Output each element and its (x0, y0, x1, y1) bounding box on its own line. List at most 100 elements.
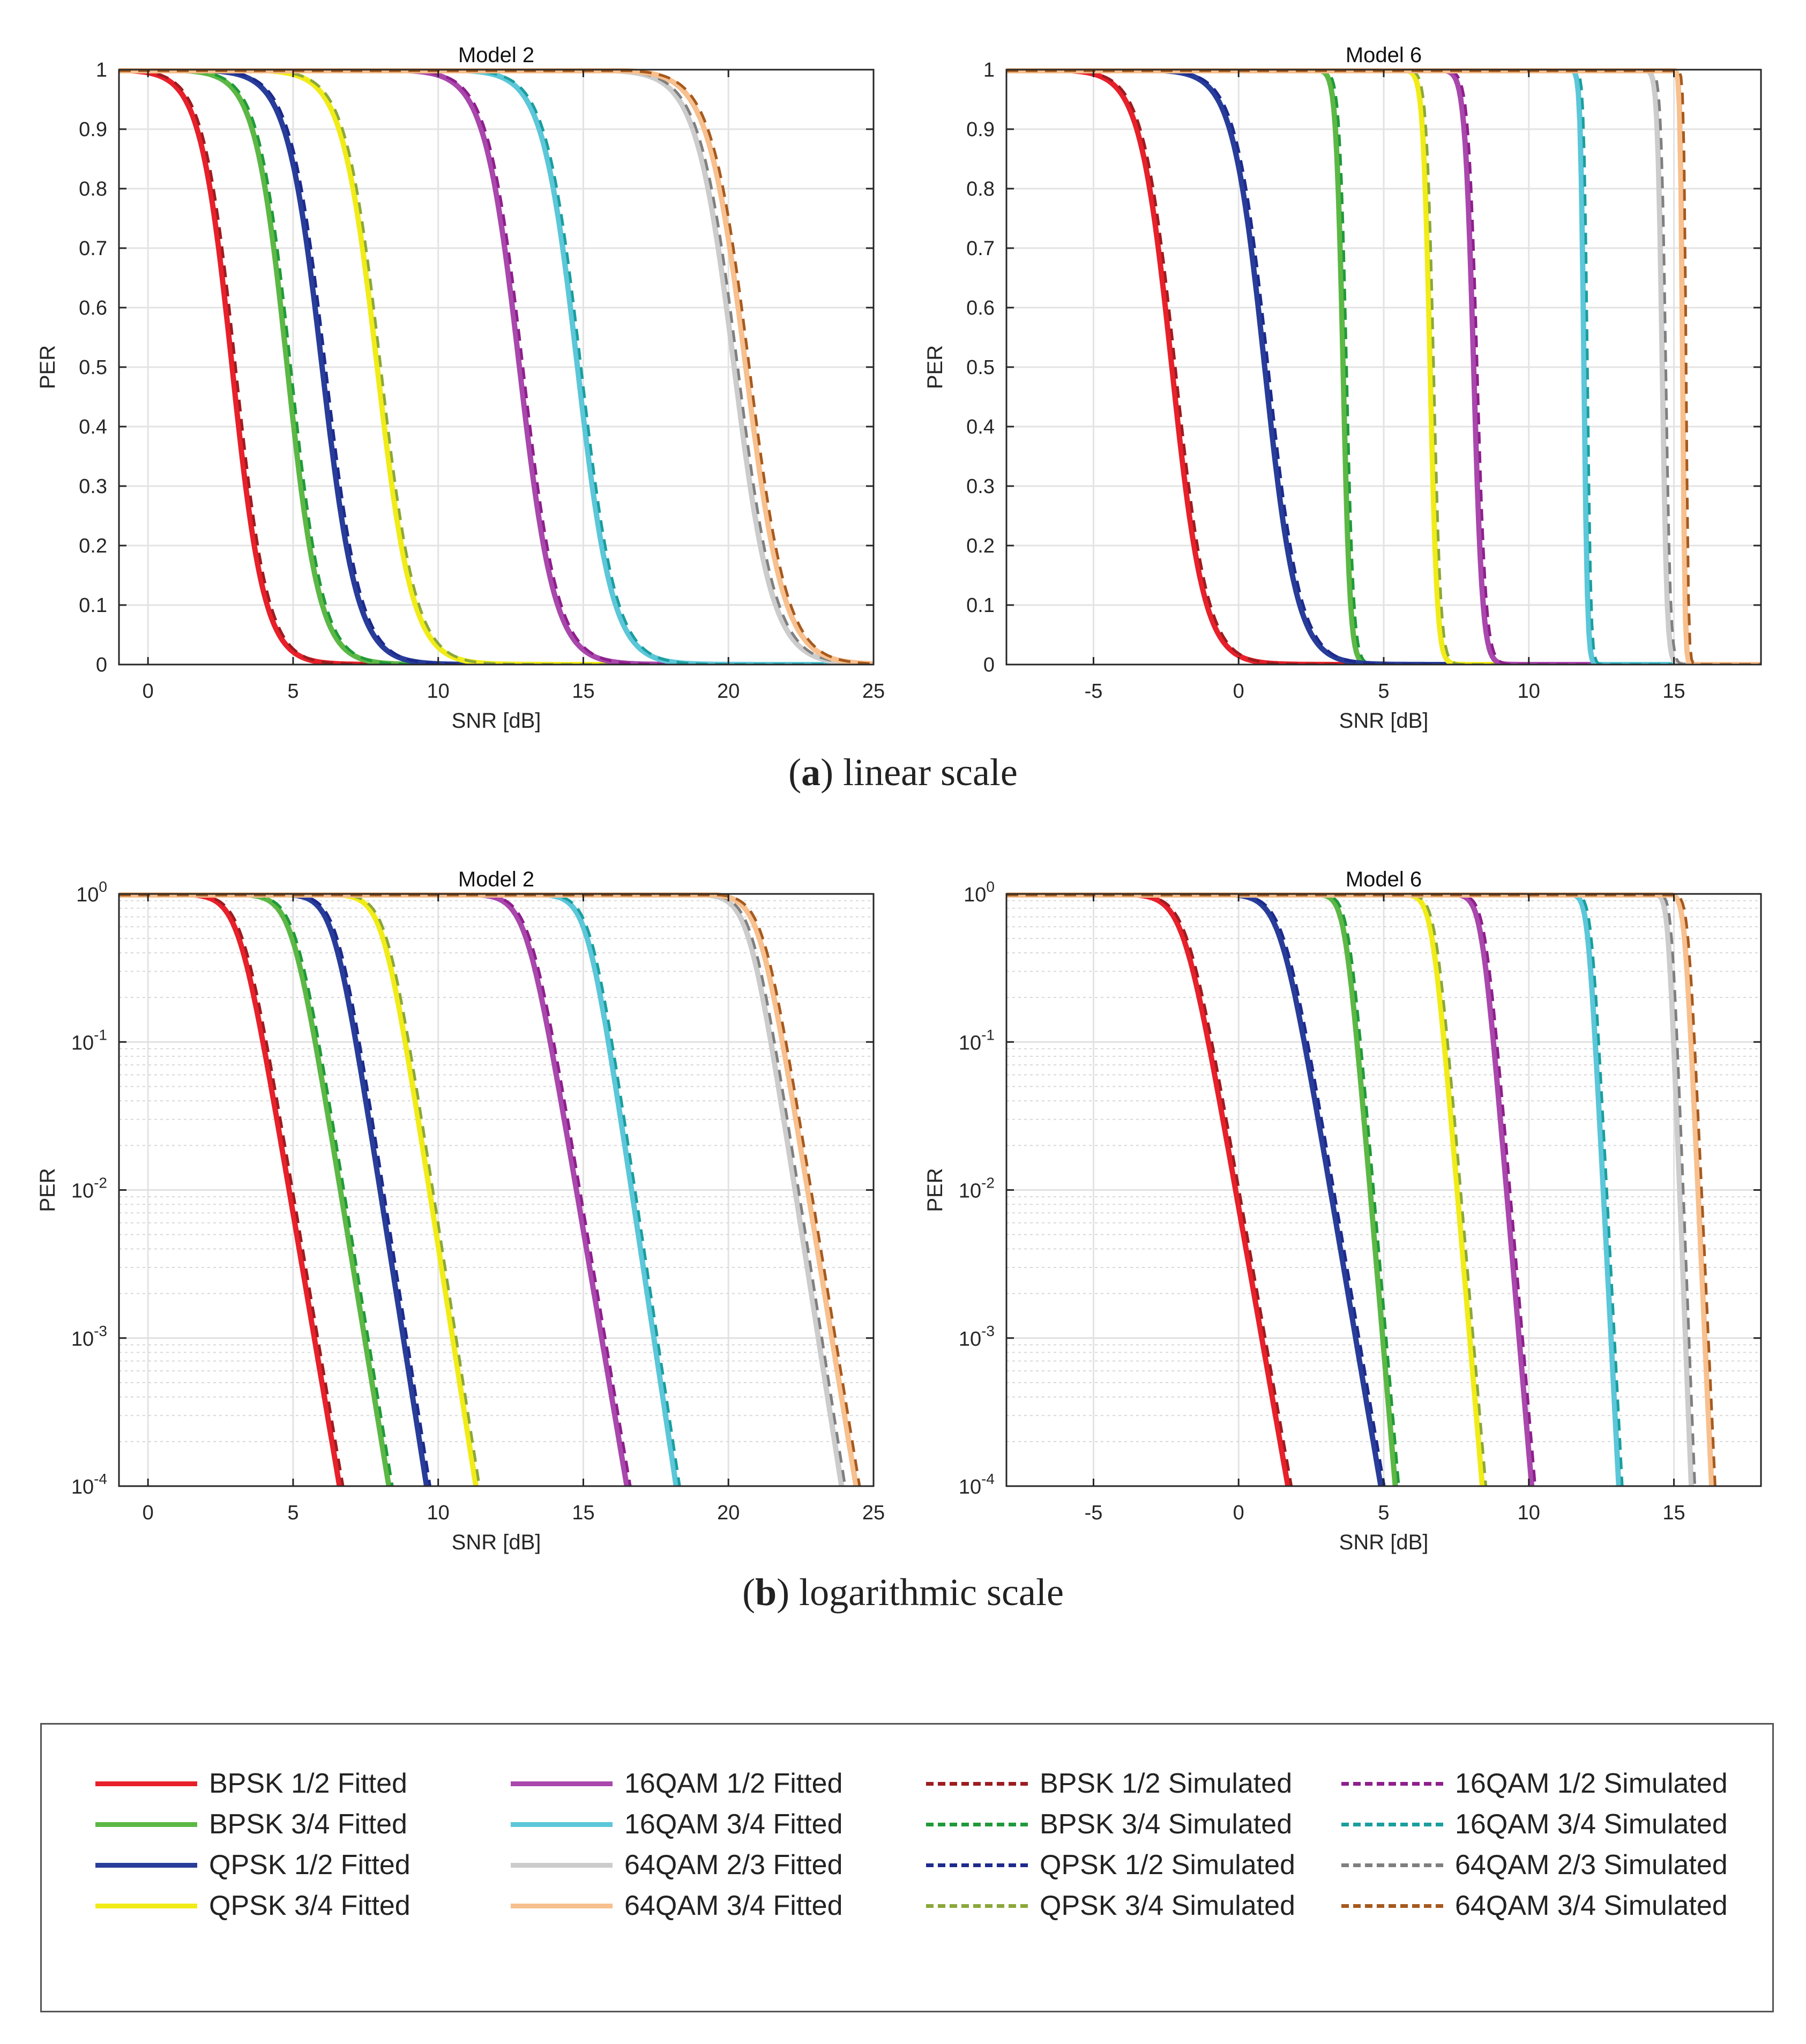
y-tick-label: 0.2 (79, 535, 107, 557)
y-tick-label: 10-2 (959, 1175, 995, 1203)
legend-label: 64QAM 2/3 Simulated (1455, 1849, 1728, 1881)
legend-swatch (1341, 1904, 1443, 1908)
y-tick-label: 0.2 (966, 535, 995, 557)
series-bpsk-1-2-fitted (119, 68, 874, 665)
y-tick-label: 10-3 (959, 1323, 995, 1351)
series-qpsk-1-2-simulated (119, 69, 874, 665)
y-tick-label: 10-3 (71, 1323, 107, 1351)
caption-a: (a) linear scale (788, 751, 1018, 794)
y-tick-label: 0.3 (79, 475, 107, 498)
y-tick-label: 10-2 (71, 1175, 107, 1203)
legend-item-64qam-3-4-fitted: 64QAM 3/4 Fitted (511, 1890, 843, 1922)
chart-4: -5 0 5 10 15 10-4 10-3 10-2 10-1 100 Model 6 SNR [d… (923, 868, 1762, 1554)
chart-title: Model 6 (1346, 43, 1422, 67)
x-tick-label: 5 (287, 1502, 298, 1524)
y-tick-label: 100 (964, 878, 995, 906)
legend-item-64qam-2-3-fitted: 64QAM 2/3 Fitted (511, 1849, 843, 1881)
legend-label: 16QAM 1/2 Simulated (1455, 1768, 1728, 1799)
x-tick-label: 25 (862, 1502, 885, 1524)
legend-label: 64QAM 3/4 Simulated (1455, 1890, 1728, 1921)
legend-item-bpsk-1-2-simulated: BPSK 1/2 Simulated (926, 1767, 1292, 1800)
legend-label: 16QAM 1/2 Fitted (624, 1768, 843, 1799)
legend-label: QPSK 1/2 Fitted (209, 1849, 411, 1881)
legend-swatch (95, 1781, 197, 1786)
x-tick-label: 15 (1662, 680, 1685, 703)
legend-swatch (1341, 1781, 1443, 1786)
legend-item-64qam-2-3-simulated: 64QAM 2/3 Simulated (1341, 1849, 1728, 1881)
y-axis-label: PER (923, 1168, 947, 1212)
legend-label: 64QAM 2/3 Fitted (624, 1849, 843, 1881)
curves (119, 892, 861, 1486)
chart-title: Model 2 (458, 868, 534, 891)
y-tick-label: 0 (983, 654, 995, 676)
x-tick-label: 0 (1233, 680, 1244, 703)
y-tick-label: 1 (96, 59, 107, 81)
legend-swatch (1341, 1822, 1443, 1826)
legend-item-64qam-3-4-simulated: 64QAM 3/4 Simulated (1341, 1890, 1728, 1922)
legend-item-bpsk-1-2-fitted: BPSK 1/2 Fitted (95, 1767, 407, 1800)
y-tick-label: 0.1 (966, 594, 995, 617)
y-tick-label: 0.8 (966, 178, 995, 200)
x-tick-label: 0 (143, 1502, 154, 1524)
y-axis-label: PER (36, 345, 59, 389)
x-tick-label: 20 (717, 1502, 740, 1524)
legend-swatch (1341, 1863, 1443, 1867)
x-tick-label: 15 (1662, 1502, 1685, 1524)
legend-label: BPSK 3/4 Simulated (1040, 1809, 1293, 1840)
legend-swatch (95, 1862, 197, 1868)
y-tick-label: 0.1 (79, 594, 107, 617)
x-tick-label: -5 (1085, 680, 1103, 703)
series-bpsk-3-4-simulated (119, 69, 874, 665)
legend-swatch (95, 1903, 197, 1908)
series-bpsk-1-2-fitted (119, 892, 342, 1486)
caption-b-letter: b (755, 1571, 777, 1614)
x-tick-label: 15 (572, 680, 594, 703)
legend-item-bpsk-3-4-simulated: BPSK 3/4 Simulated (926, 1808, 1292, 1840)
legend-item-qpsk-1-2-fitted: QPSK 1/2 Fitted (95, 1849, 411, 1881)
legend-label: BPSK 1/2 Fitted (209, 1768, 407, 1799)
y-tick-label: 100 (76, 878, 107, 906)
x-axis-label: SNR [dB] (452, 709, 541, 733)
y-tick-label: 0.8 (79, 178, 107, 200)
legend-label: BPSK 3/4 Fitted (209, 1809, 407, 1840)
series-bpsk-1-2-simulated (119, 69, 874, 665)
legend-item-qpsk-1-2-simulated: QPSK 1/2 Simulated (926, 1849, 1295, 1881)
legend-swatch (511, 1903, 613, 1908)
chart-title: Model 2 (458, 43, 534, 67)
x-tick-label: 10 (427, 1502, 450, 1524)
y-axis-label: PER (36, 1168, 59, 1212)
caption-a-letter: a (801, 751, 821, 794)
x-tick-label: 10 (1518, 680, 1540, 703)
legend-item-16qam-3-4-fitted: 16QAM 3/4 Fitted (511, 1808, 843, 1840)
chart-3: 0 5 10 15 20 25 10-4 10-3 10-2 10-1 100 Model 2 SNR … (36, 868, 885, 1554)
legend-swatch (926, 1822, 1028, 1826)
y-tick-label: 0.6 (966, 297, 995, 319)
legend-item-16qam-1-2-simulated: 16QAM 1/2 Simulated (1341, 1767, 1728, 1800)
y-tick-label: 0.9 (966, 118, 995, 141)
y-axis-label: PER (923, 345, 947, 389)
legend-label: QPSK 3/4 Simulated (1040, 1890, 1295, 1921)
y-tick-label: 0 (96, 654, 107, 676)
x-tick-label: 0 (143, 680, 154, 703)
x-tick-label: 10 (1518, 1502, 1540, 1524)
legend-swatch (95, 1822, 197, 1827)
y-tick-label: 10-1 (71, 1026, 107, 1054)
x-axis-label: SNR [dB] (1339, 1531, 1429, 1554)
y-tick-label: 0.9 (79, 118, 107, 141)
series-64qam-3-4-simulated (119, 893, 861, 1486)
legend: BPSK 1/2 Fitted BPSK 3/4 Fitted QPSK 1/2 F… (40, 1723, 1774, 2012)
legend-item-16qam-1-2-fitted: 16QAM 1/2 Fitted (511, 1767, 843, 1800)
x-tick-label: 25 (862, 680, 885, 703)
legend-label: 16QAM 3/4 Simulated (1455, 1809, 1728, 1840)
chart-2: -5 0 5 10 15 0 0.1 0.2 0.3 0.4 0.5 0.6 0.7 0.8 0.9 1 Mod… (923, 43, 1762, 733)
y-tick-label: 0.4 (79, 416, 107, 438)
legend-item-qpsk-3-4-fitted: QPSK 3/4 Fitted (95, 1890, 411, 1922)
x-tick-label: 10 (427, 680, 450, 703)
legend-item-16qam-3-4-simulated: 16QAM 3/4 Simulated (1341, 1808, 1728, 1840)
y-tick-label: 0.6 (79, 297, 107, 319)
x-tick-label: 5 (1378, 680, 1389, 703)
chart-title: Model 6 (1346, 868, 1422, 891)
legend-label: QPSK 1/2 Simulated (1040, 1849, 1295, 1881)
y-tick-label: 0.5 (79, 356, 107, 379)
y-tick-label: 10-4 (71, 1471, 107, 1498)
